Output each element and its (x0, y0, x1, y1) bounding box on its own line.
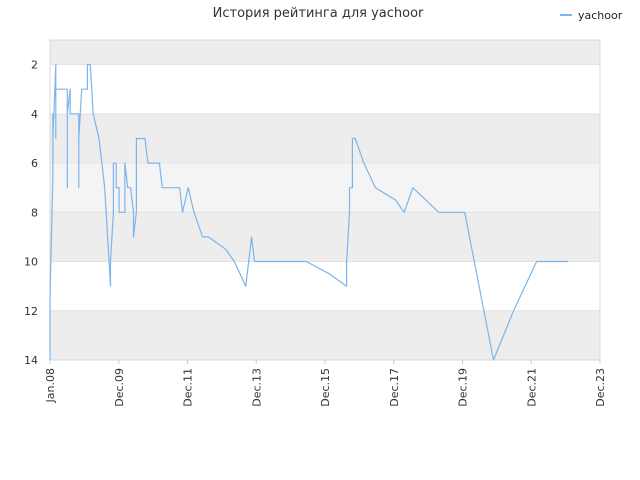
y-tick-label: 4 (31, 108, 38, 121)
x-tick-label: Dec.23 (594, 368, 607, 407)
legend-label: yachoor (578, 9, 623, 22)
x-tick-label: Dec.09 (113, 368, 126, 407)
plot-band (50, 113, 600, 164)
x-tick-label: Dec.17 (388, 368, 401, 407)
gridlines (50, 64, 600, 361)
plot-band (50, 64, 600, 114)
plot-band (50, 310, 600, 360)
x-tick-label: Dec.21 (525, 368, 538, 407)
plot-band (50, 261, 600, 311)
x-tick-label: Jan.08 (44, 368, 57, 403)
y-tick-label: 10 (24, 256, 38, 269)
y-tick-label: 2 (31, 59, 38, 72)
series-layer (49, 63, 569, 361)
y-tick-label: 6 (31, 157, 38, 170)
x-tick-label: Dec.13 (250, 368, 263, 407)
x-axis-ticks: Jan.08 Dec.09 Dec.11 Dec.13 Dec.15 Dec.17 Dec.… (44, 360, 607, 407)
plot-band (50, 40, 600, 65)
chart-title: История рейтинга для yachoor (213, 6, 424, 21)
x-tick-label: Dec.11 (182, 368, 195, 407)
y-tick-label: 12 (24, 305, 38, 318)
y-axis-ticks: 2 4 6 8 10 12 14 (24, 59, 38, 367)
x-tick-label: Dec.15 (319, 368, 332, 407)
x-tick-label: Dec.19 (457, 368, 470, 407)
plot-bands (50, 40, 600, 360)
plot-band (50, 212, 600, 262)
y-tick-label: 8 (31, 206, 38, 219)
series-line-yachoor (49, 63, 569, 361)
plot-band (50, 163, 600, 213)
legend[interactable]: yachoor (560, 9, 623, 22)
y-tick-label: 14 (24, 354, 38, 367)
